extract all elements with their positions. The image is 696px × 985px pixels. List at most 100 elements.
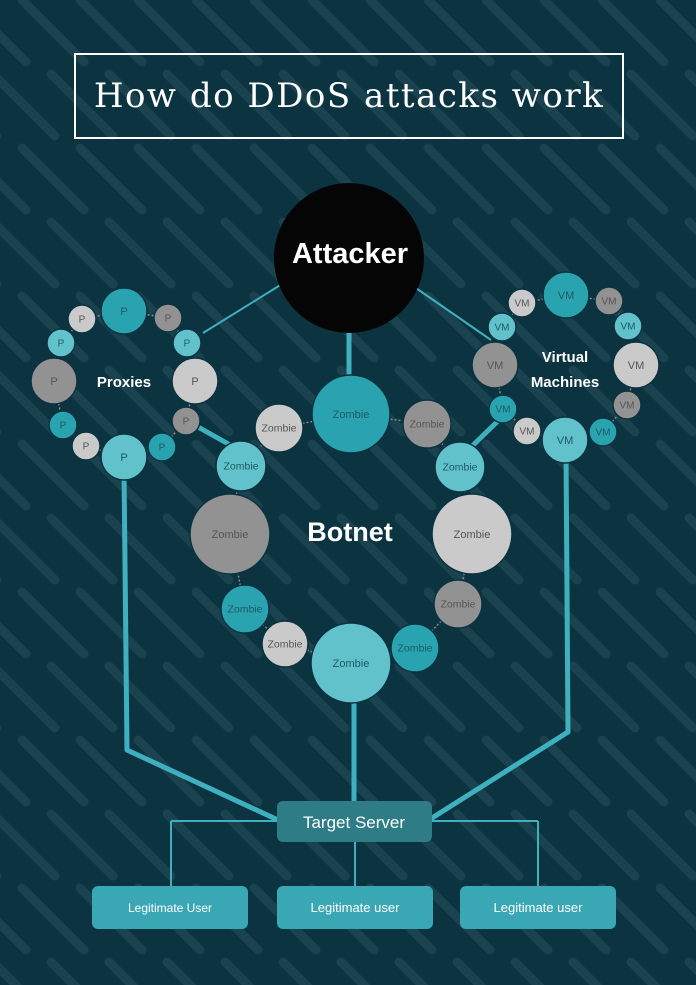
background-stripe <box>0 814 60 881</box>
background-stripe <box>104 809 176 881</box>
vm-circle <box>612 390 642 420</box>
background-stripe <box>510 957 545 985</box>
background-stripe <box>539 735 611 807</box>
background-stripe <box>365 143 437 215</box>
background-stripe <box>191 0 263 67</box>
proxy-label: P <box>83 442 90 453</box>
zombie-circle <box>311 374 391 454</box>
proxy-label: P <box>58 339 65 350</box>
background-stripe <box>46 661 118 733</box>
background-stripe <box>133 439 205 511</box>
zombie-label: Zombie <box>440 599 475 611</box>
vm-node: VM <box>512 416 542 446</box>
proxy-node: P <box>172 328 202 358</box>
background-stripe <box>481 0 553 67</box>
background-stripe <box>481 439 553 511</box>
background-stripe <box>452 69 524 141</box>
background-stripe <box>191 735 263 807</box>
zombie-circle <box>215 440 267 492</box>
vm-circle <box>541 416 589 464</box>
zombie-label: Zombie <box>212 529 249 541</box>
background-stripe <box>75 735 147 807</box>
zombie-circle <box>189 493 271 575</box>
zombie-circle <box>220 584 270 634</box>
background-stripe <box>220 69 292 141</box>
background-stripe <box>365 439 437 511</box>
target-server-label: Target Server <box>303 813 405 832</box>
zombie-node: Zombie <box>311 374 391 454</box>
legitimate-user-box-2 <box>277 886 433 929</box>
background-stripe <box>307 0 379 67</box>
vm-circle <box>612 341 660 389</box>
background-stripe <box>539 587 611 659</box>
background-stripe <box>104 513 176 585</box>
zombie-label: Zombie <box>397 643 432 655</box>
virtual-machines-label-line1: Virtual <box>542 349 588 366</box>
background-stripe <box>133 0 205 67</box>
zombie-circle <box>433 579 483 629</box>
background-stripe <box>220 957 255 985</box>
legitimate-user-label-2: Legitimate user <box>311 900 401 915</box>
background-stripe <box>597 439 669 511</box>
background-stripe <box>162 69 234 141</box>
background-stripe <box>597 735 669 807</box>
vm-circle <box>471 341 519 389</box>
proxy-node: P <box>71 431 101 461</box>
vm-label: VM <box>557 435 574 447</box>
background-stripe <box>46 69 118 141</box>
proxy-node: P <box>30 357 78 405</box>
background-stripe <box>17 439 89 511</box>
proxy-label: P <box>183 417 190 428</box>
background-stripe <box>162 957 197 985</box>
vm-label: VM <box>602 297 617 308</box>
vm-label: VM <box>558 290 575 302</box>
background-stripe <box>481 291 553 363</box>
network-nodes: Zombie Zombie Zombie Zombie Zombie Zombie Zomb… <box>30 271 660 704</box>
background-stripe <box>568 661 640 733</box>
vm-circle <box>542 271 590 319</box>
legitimate-user-box-1 <box>92 886 248 929</box>
zombie-label: Zombie <box>261 423 296 435</box>
proxy-circle <box>30 357 78 405</box>
zombie-node: Zombie <box>310 622 392 704</box>
vm-node: VM <box>588 417 618 447</box>
vm-node: VM <box>541 416 589 464</box>
zombie-circle <box>434 441 486 493</box>
background-stripe <box>133 587 205 659</box>
proxy-circle <box>48 410 78 440</box>
background-stripe <box>626 69 696 141</box>
background-stripe <box>394 661 466 733</box>
background-stripe <box>365 735 437 807</box>
proxy-circle <box>172 328 202 358</box>
background-stripe <box>394 69 466 141</box>
background-stripe <box>46 217 118 289</box>
zombie-node: Zombie <box>434 441 486 493</box>
vm-node: VM <box>612 341 660 389</box>
background-stripe <box>655 587 696 635</box>
zombie-label: Zombie <box>333 658 370 670</box>
background-stripe <box>597 0 669 67</box>
zombie-node: Zombie <box>189 493 271 575</box>
thin-link <box>202 283 283 334</box>
proxy-node: P <box>48 410 78 440</box>
background-stripe <box>104 365 176 437</box>
proxy-circle <box>67 304 97 334</box>
background-stripe <box>0 518 60 585</box>
background-stripe <box>510 809 582 881</box>
proxy-node: P <box>46 328 76 358</box>
background-stripe <box>568 69 640 141</box>
background-stripe <box>17 143 89 215</box>
legitimate-user-label-1: Legitimate User <box>128 901 212 915</box>
vm-label: VM <box>496 405 511 416</box>
zombie-node: Zombie <box>402 399 452 449</box>
proxy-circle <box>100 287 148 335</box>
background-stripe <box>655 291 696 339</box>
zombie-circle <box>310 622 392 704</box>
zombie-label: Zombie <box>442 462 477 474</box>
proxy-node: P <box>100 433 148 481</box>
background-stripe <box>46 809 118 881</box>
zombie-node: Zombie <box>220 584 270 634</box>
background-stripe <box>0 962 23 985</box>
background-stripe <box>249 291 321 363</box>
